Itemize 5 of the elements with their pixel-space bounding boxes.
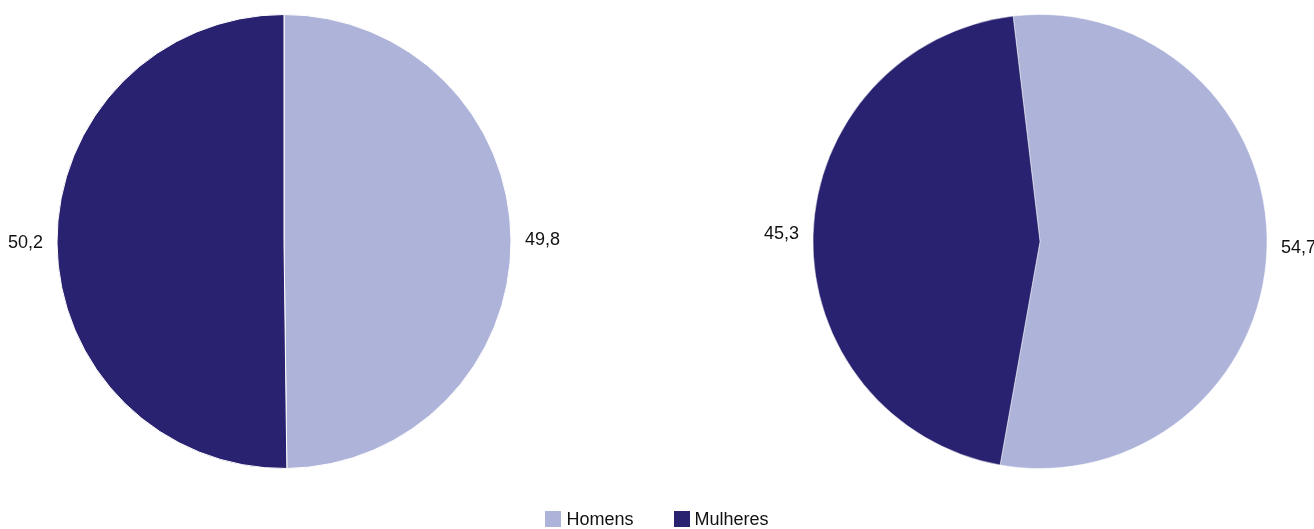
data-label: 49,8 (525, 228, 561, 249)
data-label: 50,2 (7, 231, 43, 252)
legend-label: Homens (566, 509, 634, 529)
legend-label: Mulheres (694, 509, 769, 529)
data-label: 45,3 (764, 223, 800, 244)
